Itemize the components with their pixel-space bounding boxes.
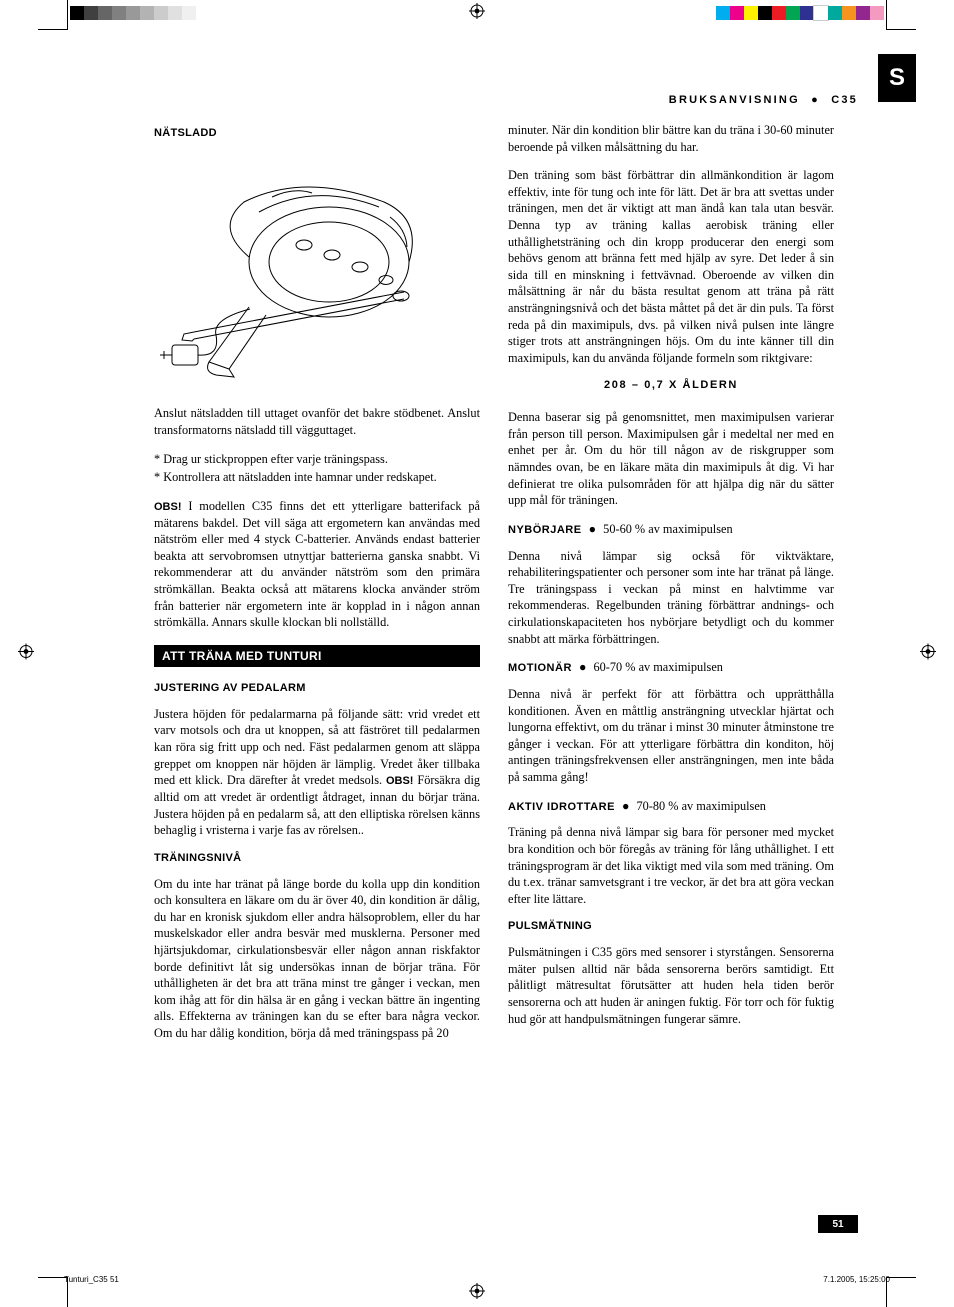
print-footer: Tunturi_C35 51 7.1.2005, 15:25:00: [0, 1275, 954, 1289]
footer-file: Tunturi_C35 51: [64, 1275, 119, 1284]
left-column: NÄTSLADD: [154, 122, 480, 1054]
level-row: MOTIONÄR ● 60-70 % av maximipulsen: [508, 659, 834, 676]
bullet-icon: ●: [622, 799, 629, 813]
bullet-icon: ●: [579, 660, 586, 674]
paragraph: Denna nivå är perfekt för att förbättra …: [508, 686, 834, 786]
registration-mark-icon: [18, 643, 34, 664]
color-swatches: [716, 6, 884, 20]
paragraph: Pulsmätningen i C35 görs med sensorer i …: [508, 944, 834, 1027]
heading-pulsmatning: PULSMÄTNING: [508, 919, 834, 934]
level-range: 60-70 % av maximipulsen: [593, 660, 722, 674]
paragraph: Justera höjden för pedalarmarna på följa…: [154, 706, 480, 839]
running-header: BRUKSANVISNING ● C35: [669, 94, 858, 106]
heading-natsladd: NÄTSLADD: [154, 126, 480, 141]
bullet-icon: ●: [811, 94, 820, 106]
formula-heading: 208 – 0,7 X ÅLDERN: [508, 378, 834, 393]
level-row: NYBÖRJARE ● 50-60 % av maximipulsen: [508, 521, 834, 538]
level-head: MOTIONÄR: [508, 662, 572, 674]
language-tab: S: [878, 54, 916, 102]
level-row: AKTIV IDROTTARE ● 70-80 % av maximipulse…: [508, 798, 834, 815]
crop-mark: [38, 0, 68, 30]
bullet-icon: ●: [589, 522, 596, 536]
paragraph: Denna baserar sig på genomsnittet, men m…: [508, 409, 834, 509]
heading-justering: JUSTERING AV PEDALARM: [154, 681, 480, 696]
level-head: NYBÖRJARE: [508, 524, 582, 536]
heading-traningsniva: TRÄNINGSNIVÅ: [154, 851, 480, 866]
crop-mark: [886, 0, 916, 30]
text: I modellen C35 finns det ett ytterligare…: [154, 499, 480, 629]
section-bar: ATT TRÄNA MED TUNTURI: [154, 645, 480, 667]
power-cable-illustration: [154, 157, 454, 387]
paragraph: Träning på denna nivå lämpar sig bara fö…: [508, 824, 834, 907]
header-model: C35: [831, 94, 858, 106]
paragraph: Denna nivå lämpar sig också för viktväkt…: [508, 548, 834, 648]
paragraph: OBS! I modellen C35 finns det ett ytterl…: [154, 498, 480, 631]
header-title: BRUKSANVISNING: [669, 94, 800, 106]
body-content: NÄTSLADD: [154, 122, 834, 1054]
bullet-line: * Drag ur stickproppen efter varje träni…: [154, 451, 480, 468]
registration-mark-icon: [469, 3, 485, 24]
paragraph: Den träning som bäst förbättrar din allm…: [508, 167, 834, 366]
level-range: 70-80 % av maximipulsen: [637, 799, 766, 813]
document-page: S BRUKSANVISNING ● C35 NÄTSLADD: [0, 0, 954, 1307]
page-number: 51: [818, 1215, 858, 1233]
gray-swatches: [70, 6, 196, 20]
level-head: AKTIV IDROTTARE: [508, 801, 615, 813]
paragraph: Anslut nätsladden till uttaget ovanför d…: [154, 405, 480, 438]
bullet-line: * Kontrollera att nätsladden inte hamnar…: [154, 469, 480, 486]
obs-label: OBS!: [154, 501, 182, 513]
level-range: 50-60 % av maximipulsen: [603, 522, 732, 536]
registration-mark-icon: [920, 643, 936, 664]
paragraph: minuter. När din kondition blir bättre k…: [508, 122, 834, 155]
obs-label: OBS!: [386, 775, 414, 787]
right-column: minuter. När din kondition blir bättre k…: [508, 122, 834, 1054]
footer-timestamp: 7.1.2005, 15:25:00: [823, 1275, 890, 1284]
paragraph: Om du inte har tränat på länge borde du …: [154, 876, 480, 1042]
